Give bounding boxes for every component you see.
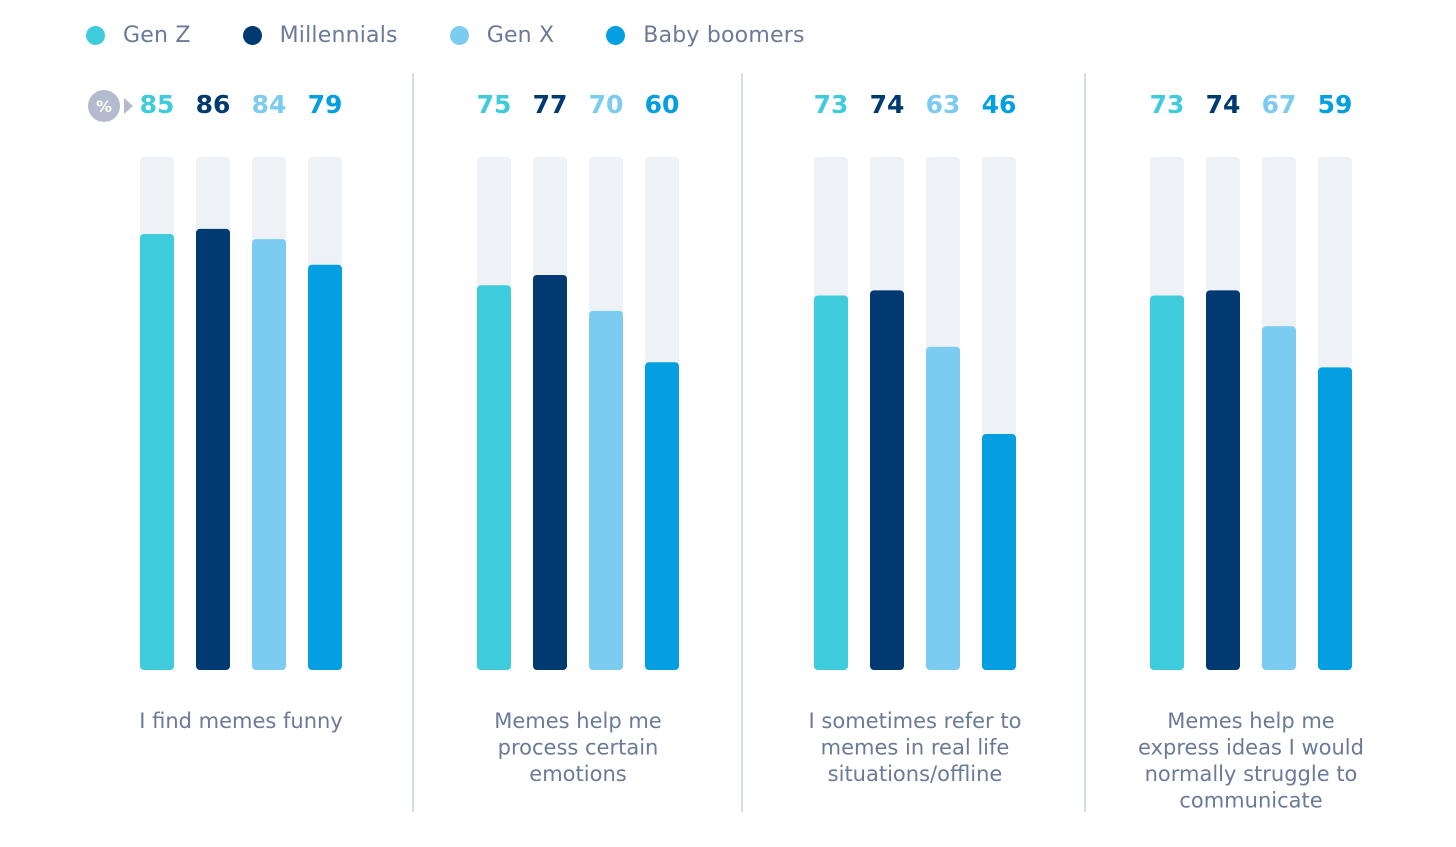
bar (982, 434, 1016, 670)
category-label: emotions (529, 762, 626, 786)
data-label: 46 (982, 90, 1017, 119)
bar (477, 285, 511, 670)
percent-unit-badge: % (88, 90, 120, 122)
legend-item: Millennials (242, 22, 398, 48)
bar (814, 295, 848, 670)
bar (870, 290, 904, 670)
bar (926, 346, 960, 670)
category-label: normally struggle to (1145, 762, 1358, 786)
category-label: situations/offline (828, 762, 1003, 786)
bar (589, 310, 623, 670)
legend-item: Gen Z (86, 23, 191, 48)
data-label: 86 (196, 90, 231, 119)
legend-dot-icon (449, 25, 469, 45)
legend-dot-icon (86, 25, 105, 45)
data-label: 74 (1206, 90, 1241, 119)
category-label: Memes help me (1167, 709, 1334, 733)
bar (140, 233, 174, 670)
data-label: 84 (252, 90, 287, 119)
bar (252, 239, 286, 670)
legend-dot-icon (242, 25, 262, 45)
data-label: 77 (533, 90, 568, 119)
data-label: 67 (1262, 90, 1297, 119)
category-label: memes in real life (821, 736, 1010, 760)
data-label: 60 (645, 90, 680, 119)
bar (533, 274, 567, 670)
legend-label: Gen Z (123, 22, 191, 48)
data-label: 79 (308, 90, 343, 119)
legend-item: Baby boomers (606, 23, 804, 48)
data-label: 73 (814, 90, 849, 119)
category-label: express ideas I would (1138, 736, 1364, 760)
data-label: 74 (870, 90, 905, 119)
bar (1206, 290, 1240, 670)
category-label: process certain (498, 736, 659, 760)
data-label: 59 (1318, 90, 1353, 119)
bar (1150, 295, 1184, 670)
bar (196, 228, 230, 670)
legend-label: Gen X (486, 22, 555, 48)
legend-item: Gen X (449, 22, 555, 48)
bar (1318, 367, 1352, 670)
legend-dot-icon (606, 25, 626, 45)
data-label: 85 (140, 90, 175, 119)
bar (1262, 326, 1296, 670)
data-label: 70 (589, 90, 624, 119)
category-label: I find memes funny (139, 709, 343, 733)
percent-badge-arrow-icon (124, 98, 133, 114)
data-label: 63 (926, 90, 961, 119)
legend-label: Baby boomers (643, 22, 805, 48)
category-label: Memes help me (494, 709, 661, 733)
category-label: I sometimes refer to (809, 709, 1022, 733)
data-label: 73 (1150, 90, 1185, 119)
category-label: communicate (1179, 789, 1322, 813)
legend-label: Millennials (279, 22, 398, 48)
bar (645, 362, 679, 670)
data-label: 75 (477, 90, 512, 119)
bar (308, 264, 342, 670)
legend: Gen Z Millennials Gen X Baby boomers (86, 18, 857, 52)
